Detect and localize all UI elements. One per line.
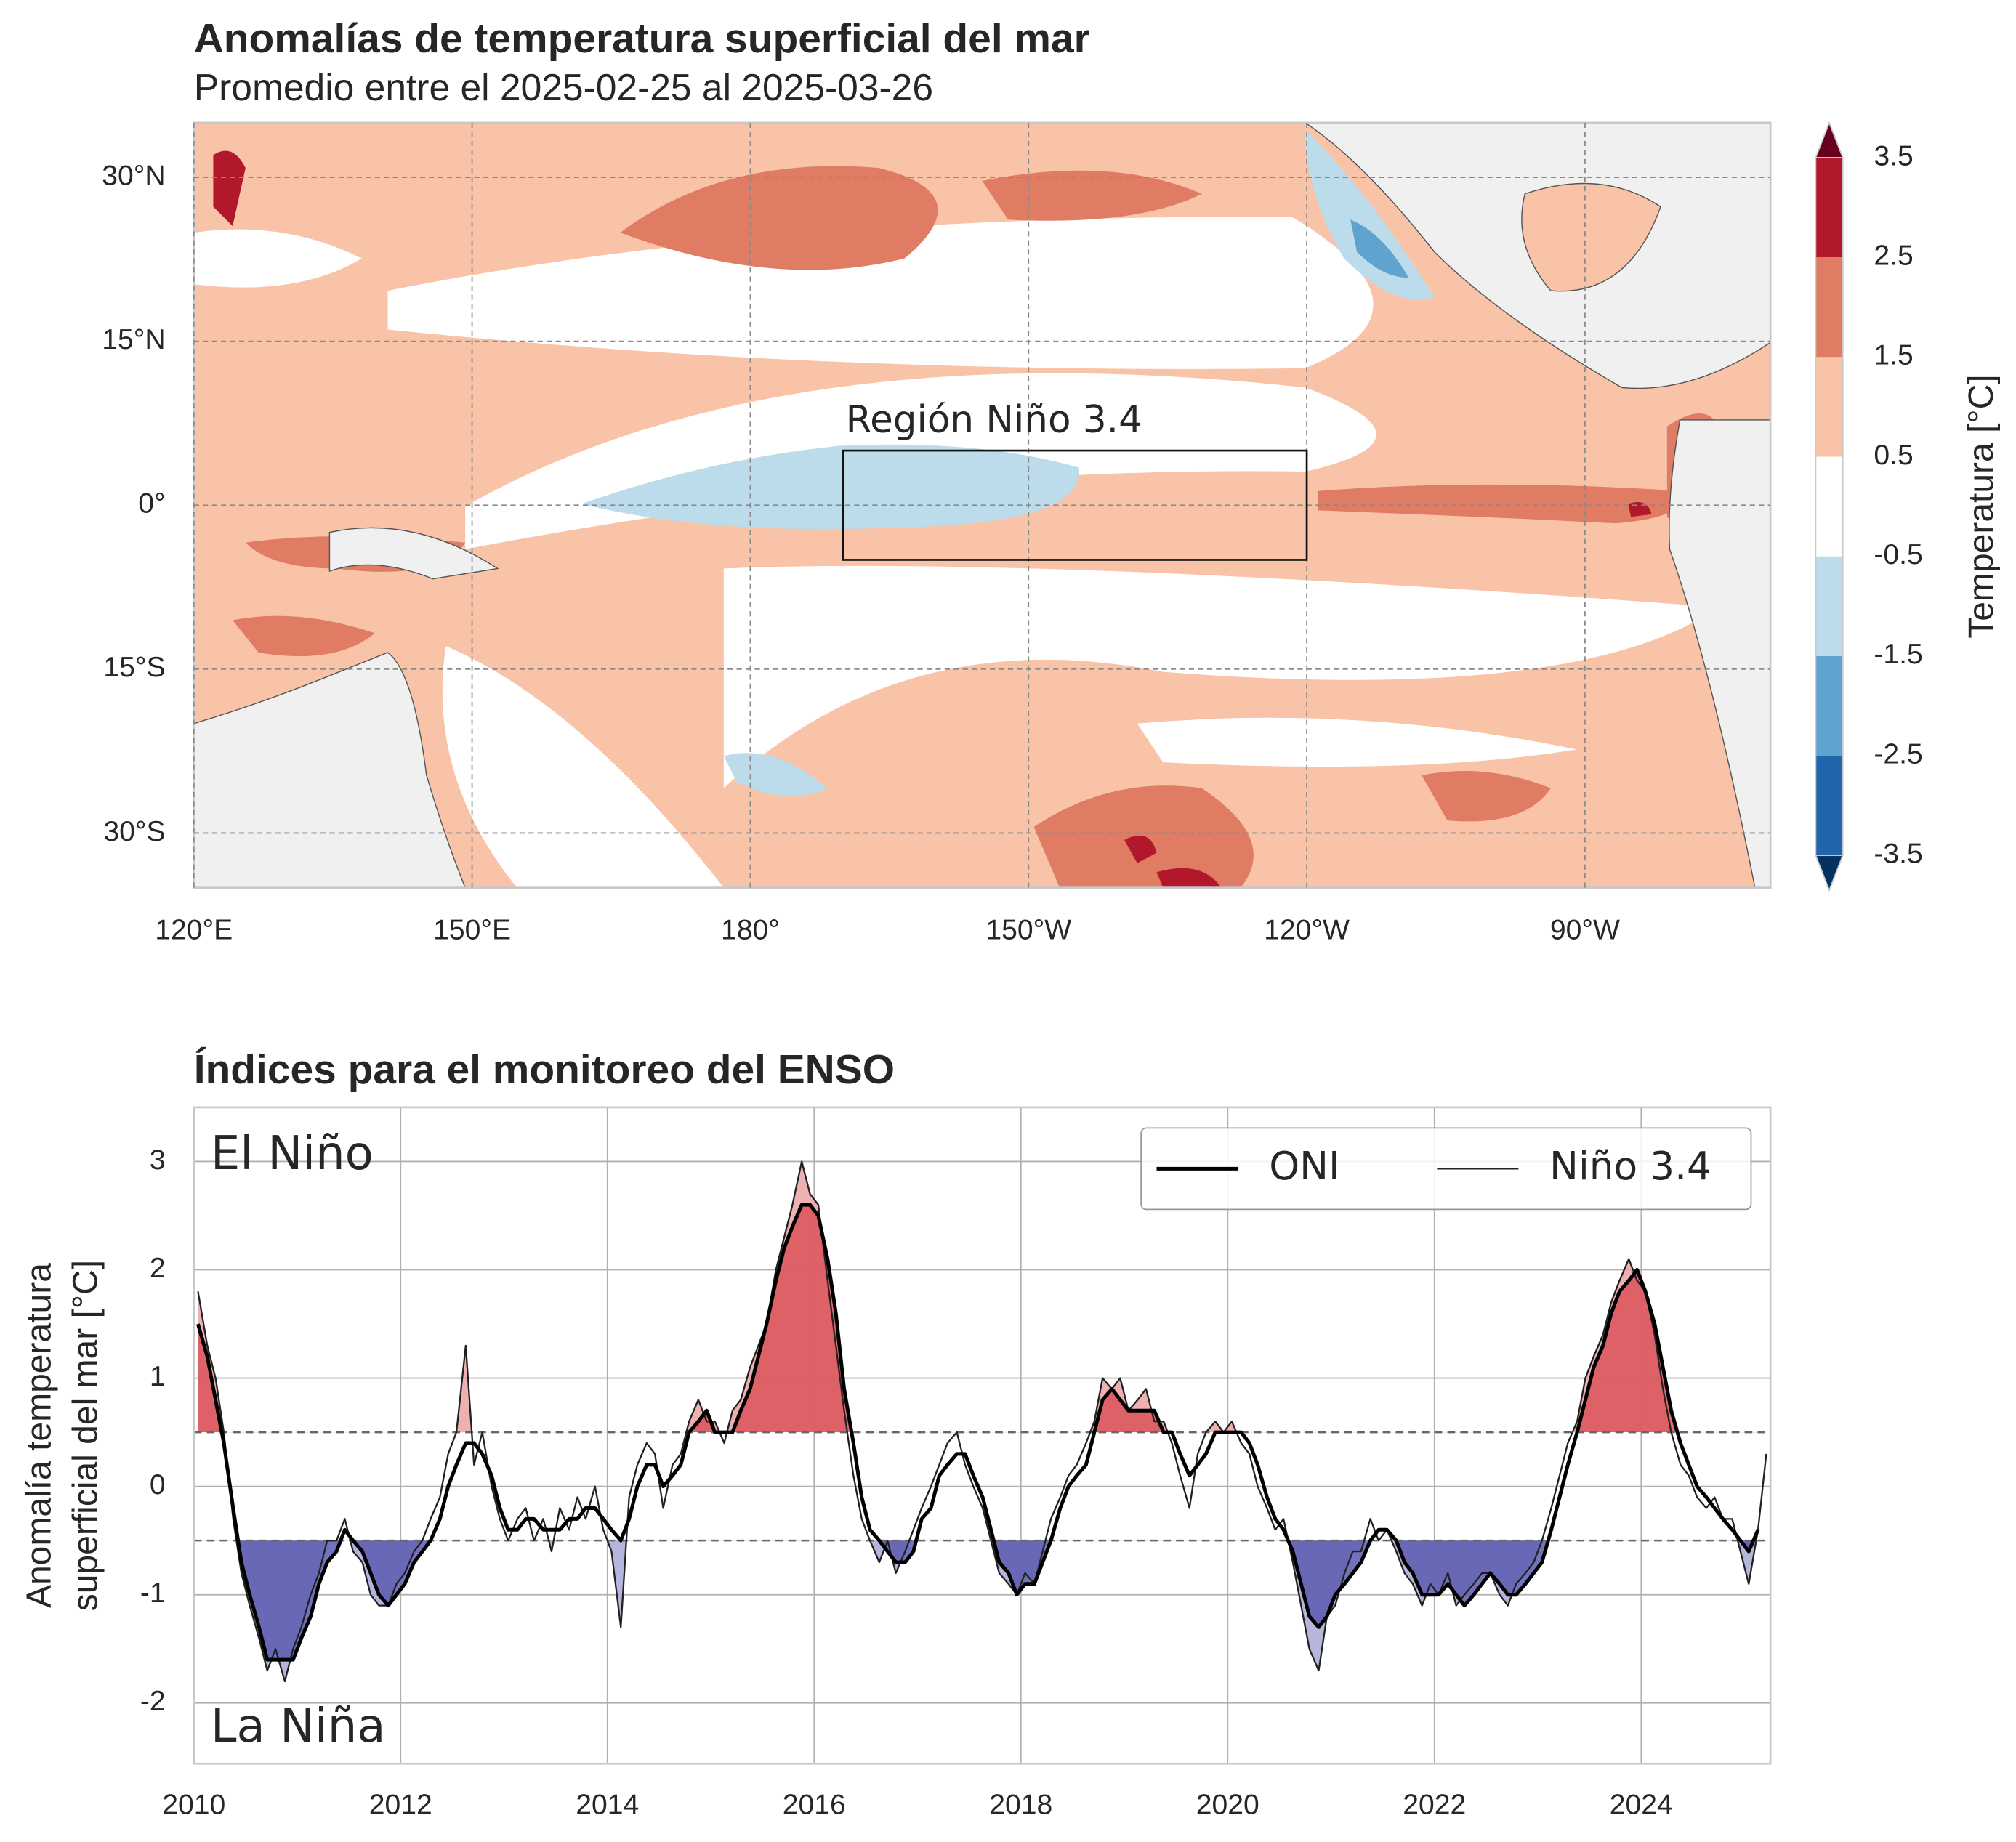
colorbar-segment	[1815, 456, 1843, 557]
map-title: Anomalías de temperatura superficial del…	[194, 15, 1090, 62]
colorbar-tick-label: 1.5	[1874, 340, 1913, 371]
fill-below	[236, 1540, 1757, 1681]
colorbar-tick-label: -0.5	[1874, 539, 1922, 570]
x-tick-label: 150°W	[985, 914, 1071, 945]
y-axis-label: superficial del mar [°C]	[67, 1260, 105, 1611]
colorbar-segment	[1815, 556, 1843, 656]
x-tick-label: 2018	[989, 1789, 1052, 1820]
x-tick-label: 2022	[1403, 1789, 1466, 1820]
colorbar-label: Temperatura [°C]	[1962, 374, 2001, 638]
fill-above	[198, 1161, 1672, 1433]
line-title: Índices para el monitoreo del ENSO	[194, 1046, 895, 1093]
x-tick-label: 2012	[369, 1789, 432, 1820]
legend-label: ONI	[1269, 1143, 1340, 1189]
x-tick-label: 120°W	[1264, 914, 1350, 945]
x-tick-label: 120°E	[155, 914, 233, 945]
colorbar-tick-label: 2.5	[1874, 240, 1913, 271]
nino34-box	[842, 449, 1308, 561]
x-tick-label: 2014	[576, 1789, 639, 1820]
colorbar-segment	[1815, 755, 1843, 856]
y-tick-label: -1	[140, 1578, 166, 1609]
y-tick-label: 0	[150, 1469, 166, 1500]
legend-label: Niño 3.4	[1549, 1143, 1711, 1189]
y-tick-label: 30°S	[103, 816, 165, 847]
colorbar-tick-label: -1.5	[1874, 639, 1922, 670]
y-tick-label: 3	[150, 1144, 166, 1176]
y-tick-label: 30°N	[102, 160, 165, 191]
fill-below	[238, 1540, 1754, 1660]
colorbar-tick-label: 3.5	[1874, 140, 1913, 171]
y-tick-label: 0°	[138, 488, 165, 520]
y-tick-label: 2	[150, 1253, 166, 1284]
la-nina-label: La Niña	[211, 1700, 386, 1753]
map-subtitle: Promedio entre el 2025-02-25 al 2025-03-…	[194, 66, 933, 108]
y-tick-label: -2	[140, 1686, 166, 1717]
y-axis-label: Anomalía temperatura	[20, 1263, 59, 1608]
x-tick-label: 150°E	[433, 914, 511, 945]
y-tick-label: 1	[150, 1361, 166, 1392]
el-nino-label: El Niño	[211, 1127, 374, 1181]
colorbar-segment	[1815, 257, 1843, 358]
x-tick-label: 2010	[162, 1789, 225, 1820]
colorbar-extend-high	[1815, 121, 1844, 158]
colorbar-tick-label: -3.5	[1874, 838, 1922, 869]
y-tick-label: 15°N	[102, 324, 165, 355]
colorbar-tick-label: 0.5	[1874, 440, 1913, 471]
plot-frame	[193, 1106, 1772, 1765]
colorbar-segment	[1815, 157, 1843, 258]
series-lines	[196, 1160, 1767, 1683]
series-line	[196, 1203, 1760, 1662]
colorbar-frame	[1815, 157, 1844, 857]
y-tick-label: 15°S	[103, 652, 165, 683]
x-tick-label: 2020	[1196, 1789, 1259, 1820]
colorbar-segment	[1815, 357, 1843, 457]
colorbar-segment	[1815, 655, 1843, 756]
anomaly-fills	[198, 1161, 1757, 1681]
x-tick-label: 2024	[1610, 1789, 1673, 1820]
x-tick-label: 2016	[783, 1789, 846, 1820]
colorbar-extend-low	[1815, 855, 1844, 892]
series-line	[197, 1160, 1767, 1683]
colorbar-tick-label: -2.5	[1874, 738, 1922, 769]
region-label: Región Niño 3.4	[846, 398, 1142, 442]
x-tick-label: 90°W	[1550, 914, 1620, 945]
x-tick-label: 180°	[721, 914, 780, 945]
